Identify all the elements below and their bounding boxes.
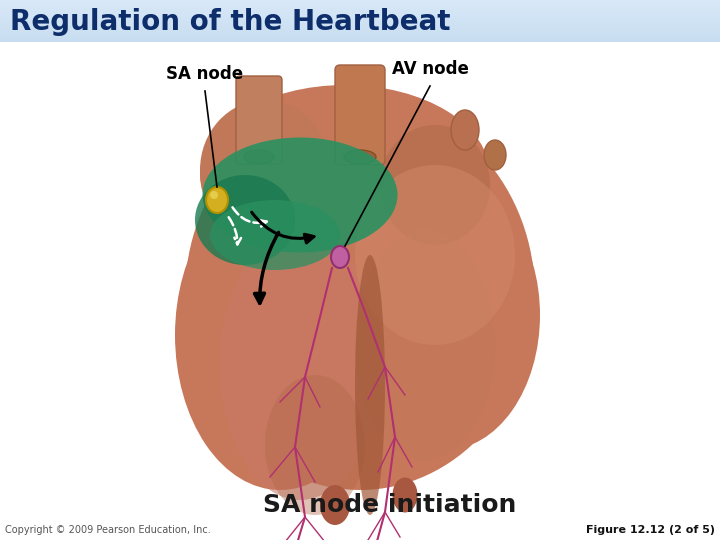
Bar bbox=[0, 19, 720, 20]
Ellipse shape bbox=[220, 230, 380, 500]
Bar bbox=[0, 32, 720, 33]
Bar bbox=[0, 25, 720, 26]
Bar bbox=[0, 21, 720, 22]
Bar bbox=[0, 11, 720, 12]
Ellipse shape bbox=[202, 138, 397, 253]
Ellipse shape bbox=[175, 180, 385, 490]
Ellipse shape bbox=[200, 100, 330, 240]
Bar bbox=[0, 0, 720, 1]
Bar bbox=[0, 27, 720, 28]
Ellipse shape bbox=[484, 140, 506, 170]
Bar bbox=[0, 39, 720, 40]
Bar bbox=[0, 40, 720, 41]
Ellipse shape bbox=[392, 477, 418, 512]
Ellipse shape bbox=[210, 200, 340, 270]
FancyBboxPatch shape bbox=[236, 76, 282, 164]
Bar bbox=[0, 20, 720, 21]
Bar bbox=[0, 12, 720, 13]
Ellipse shape bbox=[355, 165, 515, 345]
Text: AV node: AV node bbox=[392, 60, 469, 78]
Ellipse shape bbox=[200, 85, 490, 265]
Bar bbox=[0, 29, 720, 30]
Bar bbox=[0, 24, 720, 25]
Bar bbox=[0, 41, 720, 42]
Ellipse shape bbox=[210, 191, 218, 199]
Text: SA node initiation: SA node initiation bbox=[264, 493, 517, 517]
Ellipse shape bbox=[244, 150, 274, 164]
Bar bbox=[0, 22, 720, 23]
Bar bbox=[0, 33, 720, 34]
Bar bbox=[0, 30, 720, 31]
Bar bbox=[0, 14, 720, 15]
Bar bbox=[0, 36, 720, 37]
Bar bbox=[0, 35, 720, 36]
Ellipse shape bbox=[320, 485, 350, 525]
Text: Figure 12.12 (2 of 5): Figure 12.12 (2 of 5) bbox=[586, 525, 715, 535]
Bar bbox=[0, 38, 720, 39]
Bar bbox=[0, 7, 720, 8]
Ellipse shape bbox=[185, 100, 535, 490]
Bar bbox=[0, 34, 720, 35]
Bar bbox=[0, 31, 720, 32]
Bar bbox=[0, 17, 720, 18]
Text: SA node: SA node bbox=[166, 65, 243, 83]
Bar bbox=[0, 2, 720, 3]
Ellipse shape bbox=[206, 187, 228, 213]
Ellipse shape bbox=[344, 150, 376, 164]
Bar bbox=[0, 4, 720, 5]
Bar bbox=[0, 16, 720, 17]
FancyBboxPatch shape bbox=[335, 65, 385, 165]
FancyArrowPatch shape bbox=[251, 212, 314, 243]
Bar bbox=[0, 3, 720, 4]
Bar bbox=[0, 15, 720, 16]
Text: Regulation of the Heartbeat: Regulation of the Heartbeat bbox=[10, 8, 451, 36]
Bar bbox=[0, 26, 720, 27]
FancyArrowPatch shape bbox=[233, 207, 266, 227]
Ellipse shape bbox=[265, 375, 365, 515]
Bar bbox=[0, 8, 720, 9]
Bar bbox=[0, 23, 720, 24]
Bar bbox=[0, 6, 720, 7]
Bar bbox=[0, 18, 720, 19]
Ellipse shape bbox=[451, 110, 479, 150]
Text: Copyright © 2009 Pearson Education, Inc.: Copyright © 2009 Pearson Education, Inc. bbox=[5, 525, 211, 535]
Bar bbox=[0, 37, 720, 38]
FancyArrowPatch shape bbox=[254, 232, 279, 303]
Ellipse shape bbox=[350, 180, 540, 450]
Ellipse shape bbox=[195, 175, 295, 265]
Bar bbox=[0, 13, 720, 14]
Ellipse shape bbox=[355, 230, 495, 460]
Bar bbox=[0, 9, 720, 10]
Ellipse shape bbox=[355, 255, 385, 515]
Bar bbox=[0, 28, 720, 29]
Bar bbox=[0, 10, 720, 11]
Bar bbox=[0, 1, 720, 2]
FancyArrowPatch shape bbox=[229, 217, 241, 245]
Bar bbox=[0, 5, 720, 6]
Ellipse shape bbox=[380, 125, 490, 245]
Ellipse shape bbox=[331, 246, 349, 268]
